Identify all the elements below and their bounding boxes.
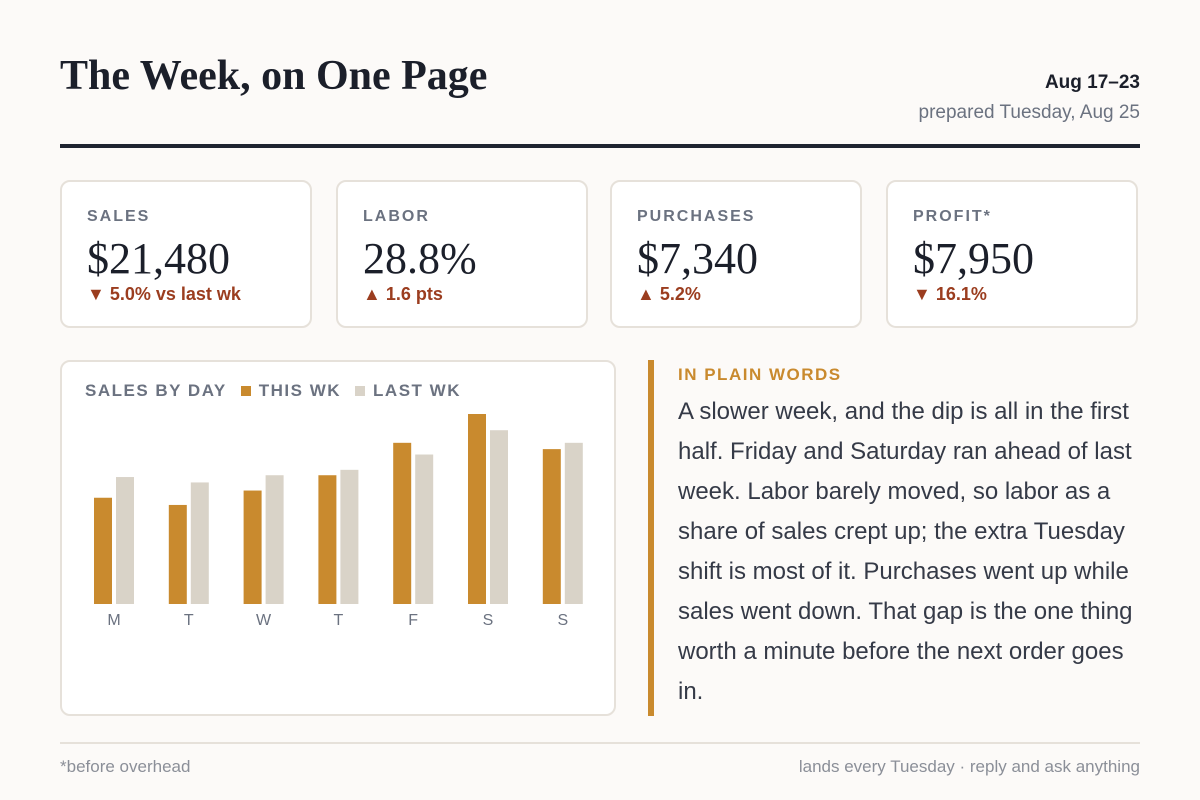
date-block: Aug 17–23 prepared Tuesday, Aug 25 — [919, 72, 1140, 124]
legend-swatch-last-week — [355, 386, 366, 396]
kpi-value: $7,340 — [637, 234, 758, 283]
bar-this-week — [542, 449, 561, 604]
footnote: *before overhead — [60, 757, 191, 776]
kpi-card-labor: LABOR 28.8% ▲ 1.6 pts — [336, 180, 588, 328]
legend-label-last-week: LAST WK — [373, 381, 461, 400]
page-title: The Week, on One Page — [60, 53, 488, 99]
kpi-card-purchases: PURCHASES $7,340 ▲ 5.2% — [610, 180, 862, 328]
kpi-label: SALES — [87, 208, 151, 225]
bar-last-week — [116, 477, 134, 604]
chart-header: SALES BY DAY THIS WK LAST WK — [85, 381, 461, 401]
bar-this-week — [318, 475, 337, 604]
legend-label-this-week: THIS WK — [258, 381, 342, 400]
x-tick-label: S — [483, 612, 494, 629]
kpi-card-sales: SALES $21,480 ▼ 5.0% vs last wk — [60, 180, 312, 328]
bar-last-week — [265, 475, 284, 604]
date-range: Aug 17–23 — [1044, 72, 1140, 93]
kpi-label: PROFIT* — [913, 208, 992, 225]
plain-words-panel: IN PLAIN WORDS A slower week, and the di… — [648, 360, 1140, 716]
chart-title: SALES BY DAY — [85, 381, 227, 400]
kpi-label: PURCHASES — [637, 208, 756, 225]
bar-last-week — [564, 442, 583, 604]
sales-by-day-chart-card: M T W T F S S SALES BY DAY THIS WK LAST WK — [60, 360, 616, 716]
kpi-value: 28.8% — [363, 234, 477, 283]
bar-this-week — [468, 414, 486, 604]
bar-last-week — [415, 454, 434, 604]
bar-this-week — [94, 497, 112, 604]
prepared-date: prepared Tuesday, Aug 25 — [918, 102, 1140, 123]
kpi-delta: ▼ 5.0% vs last wk — [87, 284, 241, 304]
bar-this-week — [243, 490, 262, 604]
x-tick-label: T — [334, 612, 344, 629]
kpi-row: SALES $21,480 ▼ 5.0% vs last wk LABOR 28… — [60, 180, 1140, 332]
x-tick-label: F — [408, 612, 418, 629]
plain-words-kicker: IN PLAIN WORDS — [678, 365, 842, 384]
x-tick-label: S — [557, 612, 568, 629]
x-tick-label: T — [184, 612, 194, 629]
header-divider — [60, 144, 1140, 148]
kpi-delta: ▲ 1.6 pts — [363, 284, 443, 304]
kpi-label: LABOR — [363, 208, 430, 225]
bar-last-week — [490, 430, 508, 604]
legend-swatch-this-week — [240, 386, 251, 396]
kpi-delta: ▲ 5.2% — [637, 284, 701, 304]
bar-last-week — [340, 469, 359, 604]
footer-tagline: lands every Tuesday · reply and ask anyt… — [798, 757, 1140, 776]
kpi-value: $7,950 — [913, 234, 1034, 283]
bar-this-week — [393, 442, 412, 604]
x-tick-label: W — [256, 612, 272, 629]
bar-last-week — [190, 482, 209, 604]
plain-words-body: A slower week, and the dip is all in the… — [678, 398, 1133, 705]
kpi-value: $21,480 — [87, 234, 230, 283]
footer-divider — [60, 742, 1140, 744]
kpi-card-profit: PROFIT* $7,950 ▼ 16.1% — [886, 180, 1138, 328]
bar-this-week — [168, 504, 187, 604]
kpi-delta: ▼ 16.1% — [913, 284, 987, 304]
x-tick-label: M — [107, 612, 120, 629]
